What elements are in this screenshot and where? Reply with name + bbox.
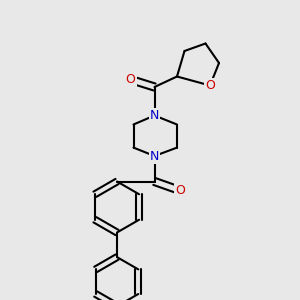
Text: O: O — [205, 79, 215, 92]
Text: O: O — [175, 184, 185, 197]
Text: O: O — [126, 73, 135, 86]
Text: N: N — [150, 149, 159, 163]
Text: N: N — [150, 109, 159, 122]
